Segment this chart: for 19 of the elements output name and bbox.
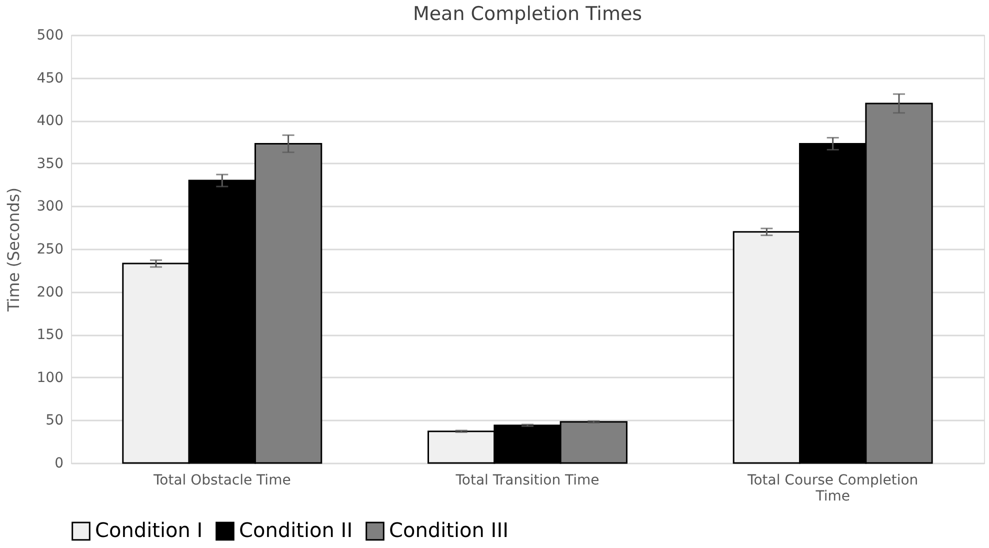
y-tick-label: 50 — [46, 412, 64, 429]
legend-label: Condition I — [95, 518, 203, 542]
y-tick-label: 250 — [36, 242, 64, 258]
y-tick-label: 100 — [36, 370, 64, 386]
y-tick-label: 450 — [36, 70, 64, 86]
legend-label: Condition III — [389, 518, 508, 542]
y-tick-label: 300 — [36, 198, 64, 215]
y-tick-label: 500 — [36, 28, 64, 44]
x-tick-label: Total Course Completion Time — [746, 472, 918, 504]
y-tick-label: 350 — [36, 156, 64, 172]
y-tick-label: 0 — [54, 456, 64, 472]
legend-label: Condition II — [239, 518, 353, 542]
y-tick-label: 400 — [36, 113, 64, 130]
y-axis-title: Time (Seconds) — [4, 188, 23, 312]
y-tick-label: 150 — [36, 327, 64, 344]
y-tick-label: 200 — [36, 284, 64, 300]
x-tick-label: Total Transition Time — [454, 472, 600, 488]
chart-title: Mean Completion Times — [412, 3, 642, 25]
x-tick-label: Total Obstacle Time — [152, 472, 291, 488]
